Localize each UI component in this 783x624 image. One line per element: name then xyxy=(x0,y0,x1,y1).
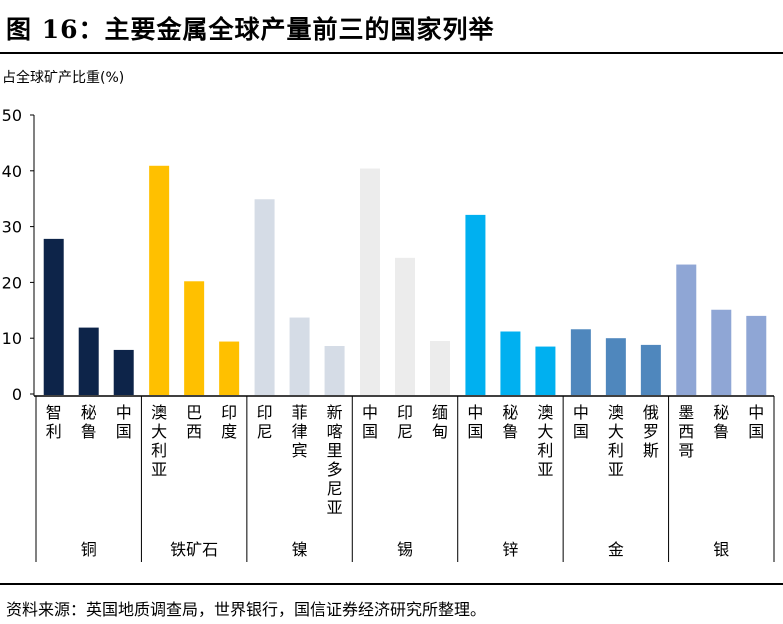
metal-group-label: 铁矿石 xyxy=(170,540,218,559)
bar xyxy=(570,329,591,395)
bar xyxy=(395,257,415,395)
title-rule xyxy=(0,52,783,54)
x-category-label: 菲律宾 xyxy=(292,403,308,460)
bar xyxy=(254,199,275,395)
x-category-label: 中国 xyxy=(362,403,378,441)
x-category-label: 中国 xyxy=(748,403,764,441)
x-category-label: 澳大利亚 xyxy=(151,403,167,479)
bar xyxy=(711,309,732,395)
bar xyxy=(746,315,767,395)
y-tick-label: 30 xyxy=(2,218,22,237)
x-category-label: 墨西哥 xyxy=(678,403,694,460)
x-category-label: 巴西 xyxy=(186,403,202,441)
x-category-label: 澳大利亚 xyxy=(537,403,553,479)
bar xyxy=(78,327,99,395)
x-category-label: 俄罗斯 xyxy=(643,403,659,460)
x-category-label: 印尼 xyxy=(397,403,413,441)
metal-group-label: 镍 xyxy=(292,540,308,559)
x-category-label: 印尼 xyxy=(257,403,273,441)
metal-group-label: 锌 xyxy=(502,540,518,559)
bar xyxy=(219,341,240,395)
bar xyxy=(360,168,380,395)
bar xyxy=(289,317,310,395)
source-note: 资料来源：英国地质调查局，世界银行，国信证券经济研究所整理。 xyxy=(6,600,487,619)
x-category-label: 秘鲁 xyxy=(502,403,518,441)
bar xyxy=(605,338,626,395)
bar xyxy=(184,281,205,395)
x-category-label: 新喀里多尼亚 xyxy=(327,403,343,517)
metal-group-label: 锡 xyxy=(397,540,413,559)
x-category-label: 中国 xyxy=(116,403,132,441)
x-category-label: 秘鲁 xyxy=(81,403,97,441)
bar-chart: 01020304050智利秘鲁中国铜澳大利亚巴西印度铁矿石印尼菲律宾新喀里多尼亚… xyxy=(2,106,775,562)
x-category-label: 中国 xyxy=(573,403,589,441)
bar xyxy=(535,346,556,395)
figure-title: 图 16：主要金属全球产量前三的国家列举 xyxy=(6,15,495,44)
x-category-label: 秘鲁 xyxy=(713,403,729,441)
bar xyxy=(640,344,661,395)
y-axis-label: 占全球矿产比重(%) xyxy=(2,70,125,86)
x-category-label: 中国 xyxy=(467,403,483,441)
y-tick-label: 20 xyxy=(2,273,22,292)
x-category-label: 澳大利亚 xyxy=(608,403,624,479)
x-category-label: 印度 xyxy=(221,403,237,441)
bar xyxy=(676,264,697,395)
metal-group-label: 金 xyxy=(608,540,624,559)
bar xyxy=(430,340,450,395)
bar xyxy=(43,238,64,395)
y-tick-label: 50 xyxy=(2,106,22,125)
source-rule xyxy=(0,583,783,585)
bar xyxy=(500,331,521,395)
x-category-label: 智利 xyxy=(46,403,62,441)
bar xyxy=(324,346,345,395)
bar xyxy=(149,165,170,395)
metal-group-label: 铜 xyxy=(81,540,97,559)
y-tick-label: 10 xyxy=(2,329,22,348)
metal-group-label: 银 xyxy=(713,540,729,559)
bar xyxy=(113,349,134,395)
x-category-label: 缅甸 xyxy=(432,403,448,441)
bar xyxy=(465,214,486,395)
y-tick-label: 0 xyxy=(12,385,22,404)
y-tick-label: 40 xyxy=(2,162,22,181)
